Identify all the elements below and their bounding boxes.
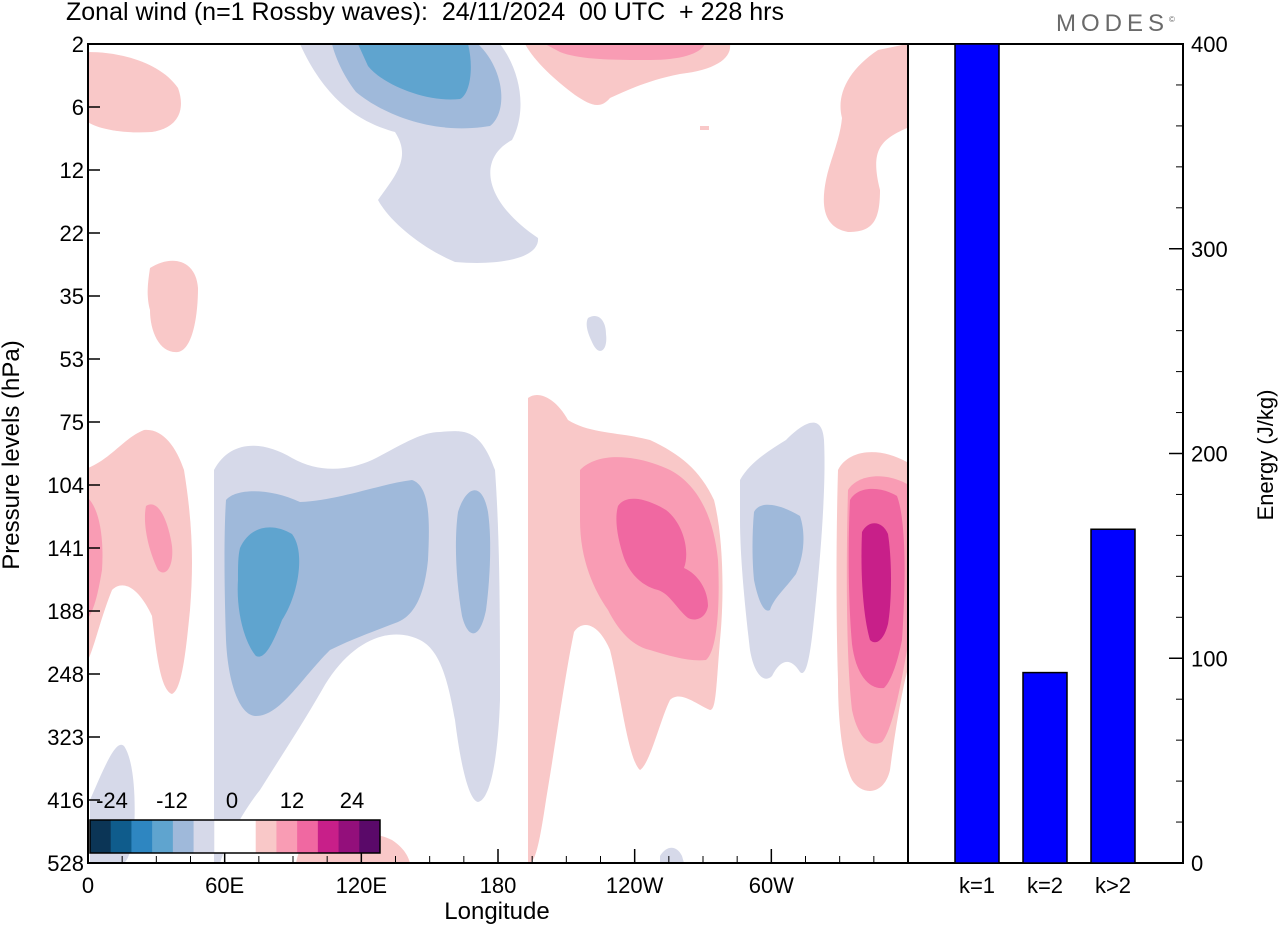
y-tick-label: 35: [60, 284, 84, 309]
y-tick-label: 6: [72, 95, 84, 120]
colorbar-label: 24: [340, 788, 364, 813]
bar-category-label: k>2: [1095, 873, 1131, 898]
contour-positive: [616, 498, 708, 620]
x-tick-label: 120W: [606, 873, 664, 898]
x-tick-label: 60E: [205, 873, 244, 898]
contour-positive: [700, 126, 709, 130]
colorbar-label: -12: [156, 788, 188, 813]
colorbar-swatch: [110, 820, 132, 853]
longitude-axis: 0 60E 120E 180 120W 60W: [82, 849, 875, 898]
brand-name: MODES: [1056, 10, 1170, 37]
brand-logo: MODES©: [1056, 10, 1175, 38]
contour-positive: [545, 44, 705, 60]
contour-negative: [455, 490, 491, 634]
energy-tick-label: 100: [1191, 646, 1228, 671]
colorbar-border: [89, 819, 381, 854]
y-tick-label: 141: [47, 536, 84, 561]
pressure-axis: 2 6 12 22 35 53 75 104 141 188 248 323 416 528: [47, 32, 100, 876]
y-tick-label: 2: [72, 32, 84, 57]
y-tick-label: 528: [47, 851, 84, 876]
colorbar-swatch: [90, 820, 112, 853]
contour-positive: [88, 498, 103, 618]
y-tick-label: 416: [47, 788, 84, 813]
bar-category-label: k=2: [1027, 873, 1063, 898]
colorbar-swatch: [193, 820, 215, 853]
contour-positive: [861, 523, 891, 643]
bar-category-label: k=1: [959, 873, 995, 898]
colorbar-swatch: [297, 820, 319, 853]
colorbar-swatch: [255, 820, 277, 853]
contour-positive: [88, 429, 192, 694]
colorbar-swatch: [172, 820, 195, 853]
y-tick-label: 22: [60, 221, 84, 246]
contour-positive: [147, 260, 198, 353]
colorbar-swatch: [214, 820, 236, 853]
contour-positive: [823, 44, 907, 232]
colorbar-swatch: [317, 820, 340, 853]
contour-positive: [88, 52, 181, 133]
colorbar: -24 -12 0 12 24: [89, 788, 381, 854]
colorbar-label: 0: [226, 788, 238, 813]
y-tick-label: 75: [60, 410, 84, 435]
energy-bars: k=1 k=2 k>2: [954, 43, 1136, 898]
contour-field: [88, 44, 907, 863]
energy-bar: [1022, 671, 1068, 864]
colorbar-swatch: [152, 820, 174, 853]
x-tick-label: 0: [82, 873, 94, 898]
energy-tick-label: 300: [1191, 237, 1228, 262]
colorbar-label: -24: [96, 788, 128, 813]
contour-negative: [237, 527, 300, 657]
y-tick-label: 323: [47, 725, 84, 750]
colorbar-swatch: [276, 820, 298, 853]
colorbar-swatch: [338, 820, 360, 853]
y-tick-label: 188: [47, 599, 84, 624]
y-tick-label: 104: [47, 473, 84, 498]
y-tick-label: 53: [60, 347, 84, 372]
colorbar-swatch: [359, 820, 381, 853]
x-tick-label: 60W: [749, 873, 794, 898]
contour-positive: [144, 504, 173, 573]
colorbar-swatch: [235, 820, 257, 853]
energy-bar: [954, 43, 1000, 864]
x-tick-label: 120E: [336, 873, 387, 898]
energy-tick-label: 200: [1191, 442, 1228, 467]
contour-negative: [660, 847, 684, 863]
brand-mark: ©: [1169, 15, 1175, 24]
energy-bar: [1090, 528, 1136, 864]
energy-tick-label: 400: [1191, 32, 1228, 57]
energy-tick-label: 0: [1191, 851, 1203, 876]
contour-negative: [358, 44, 471, 100]
chart-title: Zonal wind (n=1 Rossby waves): 24/11/202…: [66, 0, 784, 26]
contour-negative: [752, 504, 804, 611]
colorbar-swatch: [131, 820, 153, 853]
x-tick-label: 180: [480, 873, 517, 898]
y-tick-label: 248: [47, 662, 84, 687]
y-tick-label: 12: [60, 158, 84, 183]
energy-axis: 0 100 200 300 400: [1169, 32, 1228, 876]
contour-positive: [525, 44, 731, 106]
x-axis-label: Longitude: [444, 898, 550, 925]
colorbar-label: 12: [280, 788, 304, 813]
contour-negative: [586, 315, 607, 351]
